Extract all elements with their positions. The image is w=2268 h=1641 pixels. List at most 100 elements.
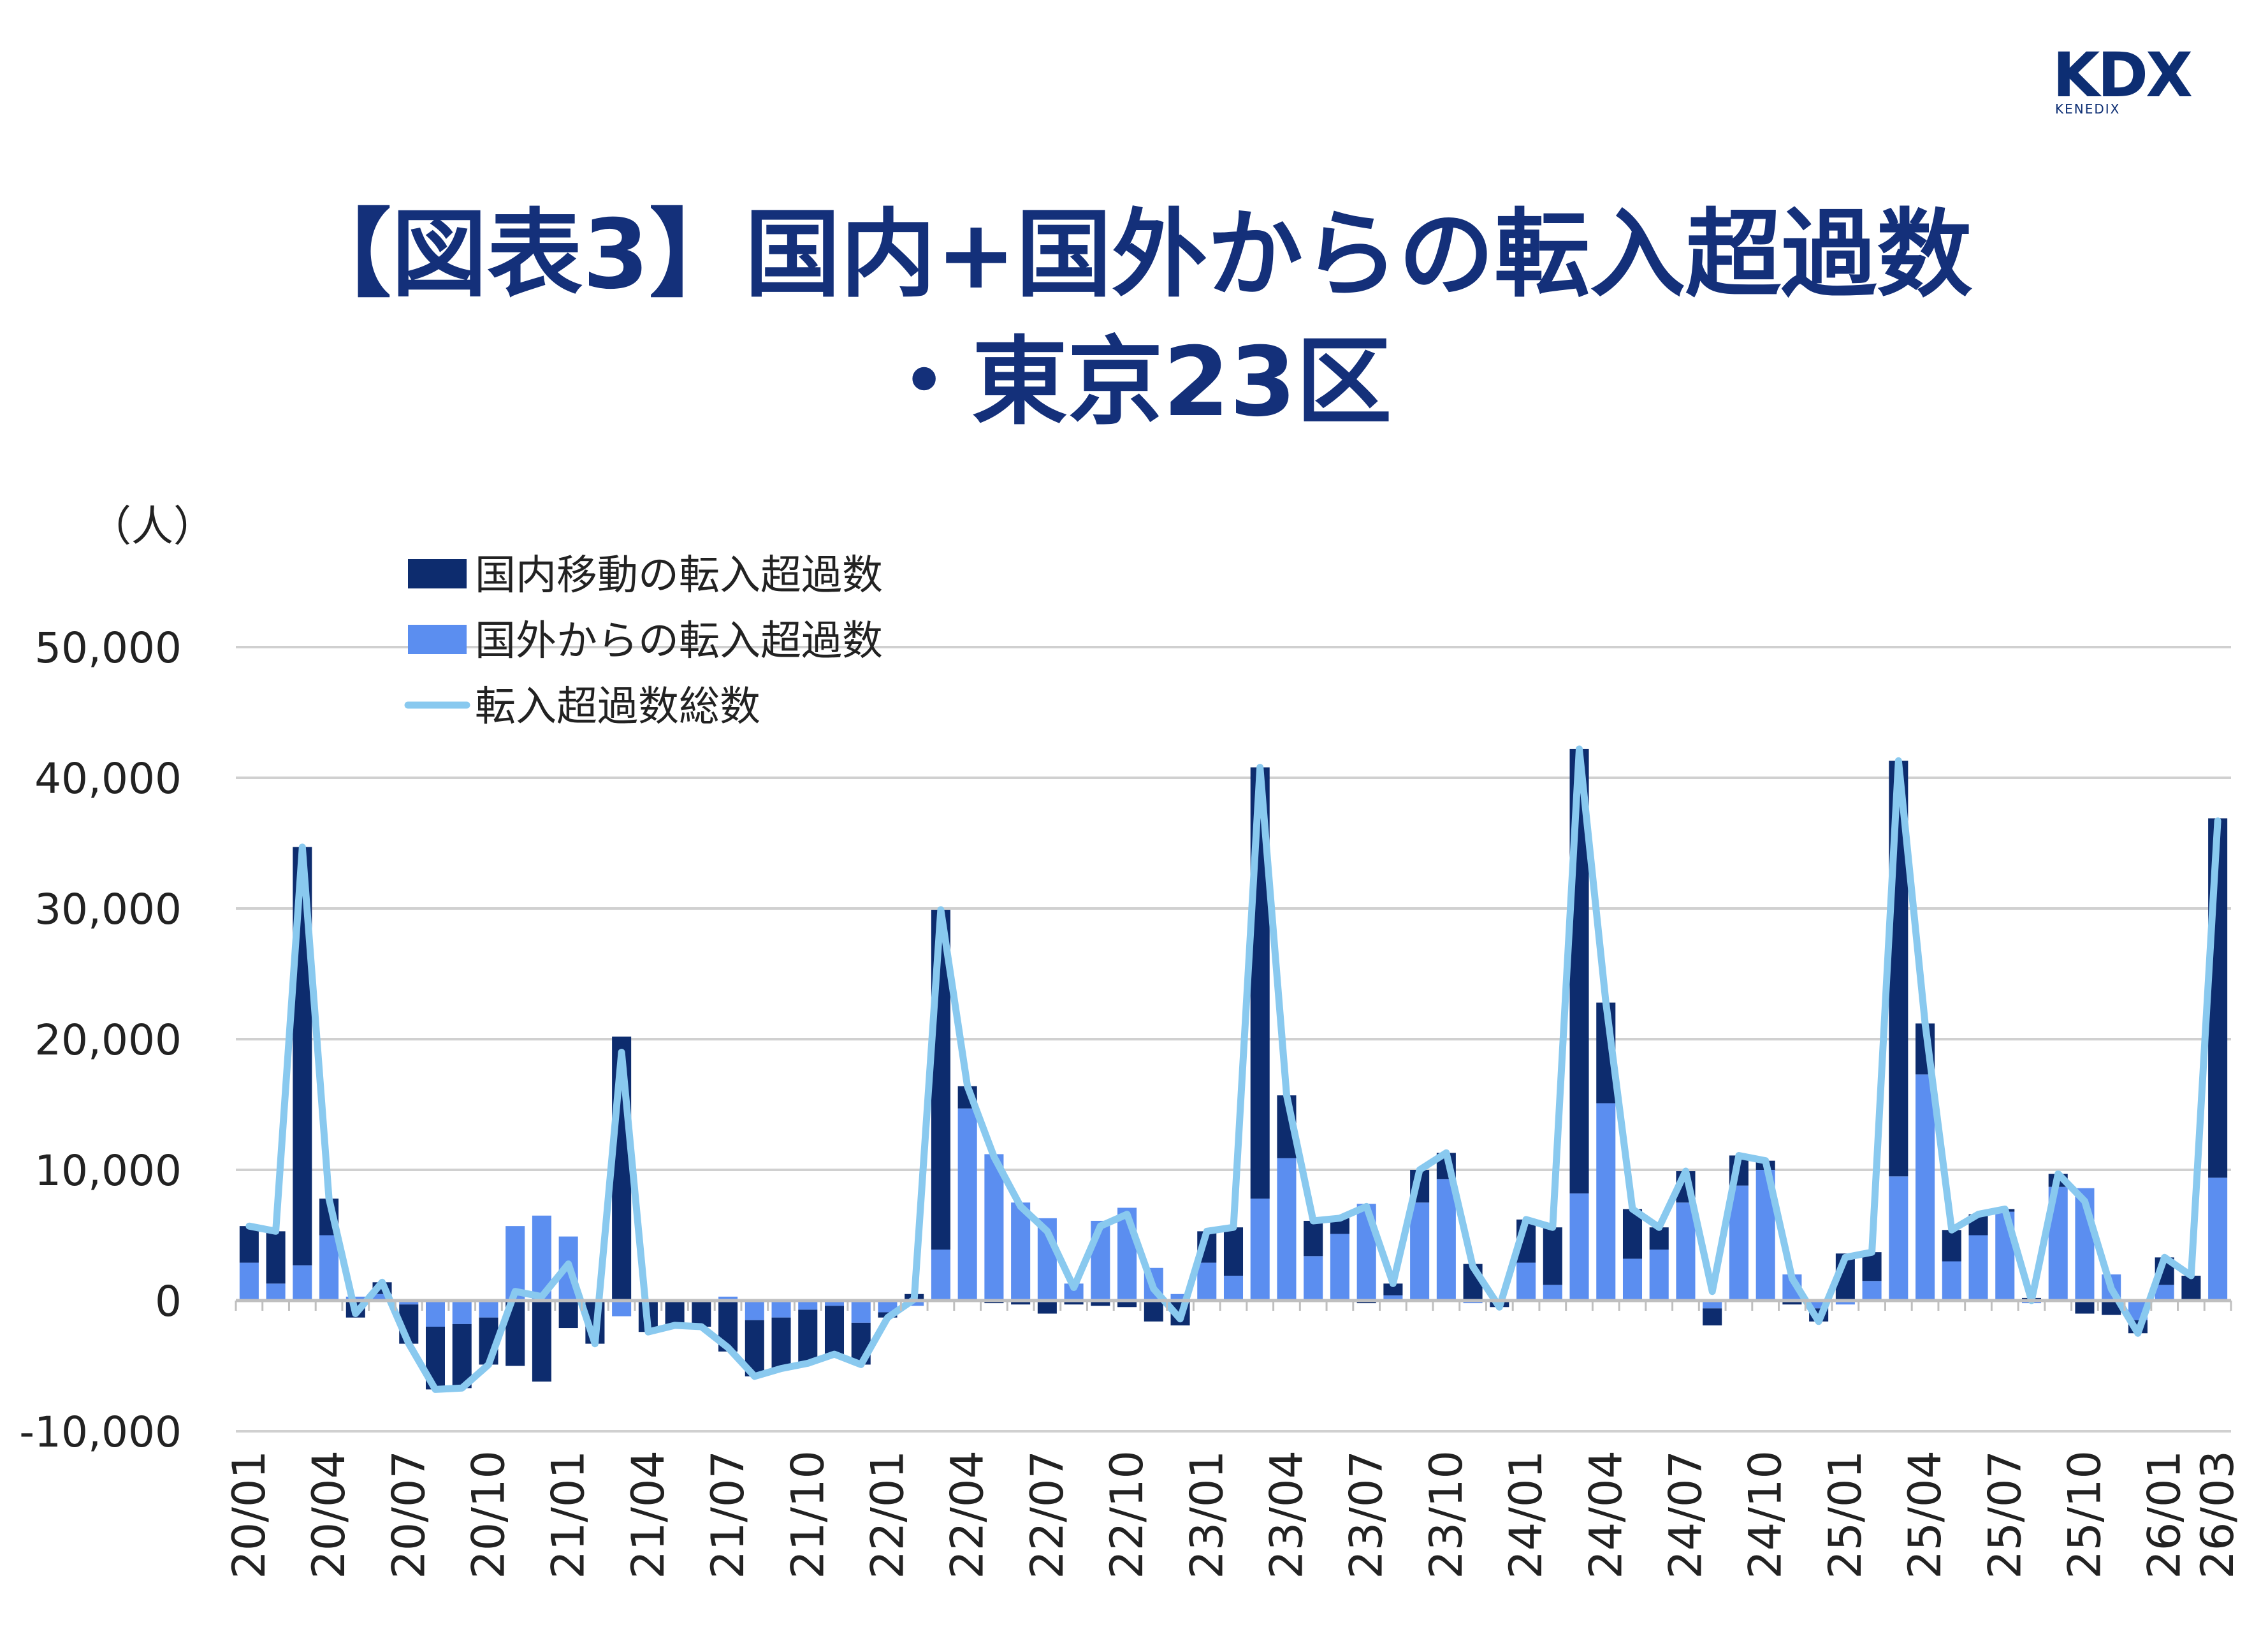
y-tick-label: 50,000 [34,624,182,673]
bar-domestic [798,1309,818,1364]
page-title: 【図表3】国内+国外からの転入超過数 ・東京23区 [0,191,2268,446]
bar-domestic [1649,1227,1669,1250]
x-tick-label: 25/01 [1819,1450,1872,1579]
bar-domestic [239,1226,259,1263]
bar-domestic [1703,1308,1722,1325]
bar-foreign [479,1301,498,1318]
x-tick-label: 20/10 [462,1450,514,1579]
bar-foreign [1596,1103,1616,1301]
bar-foreign [1330,1234,1349,1301]
bar-foreign [239,1262,259,1301]
bar-foreign [1304,1256,1323,1301]
x-tick-label: 24/01 [1500,1450,1552,1579]
bar-foreign [1649,1250,1669,1301]
x-tick-label: 26/03 [2192,1450,2244,1579]
y-axis-label: （人） [89,502,215,551]
x-tick-label: 25/10 [2058,1450,2111,1579]
legend-swatch-foreign [408,625,467,654]
x-tick-label: 24/04 [1580,1450,1632,1579]
bar-foreign [266,1283,286,1301]
bar-foreign [1569,1193,1589,1301]
bar-foreign [798,1301,818,1310]
bar-foreign [745,1301,764,1320]
bar-foreign [1197,1262,1217,1301]
bar-foreign [1862,1281,1882,1301]
bar-domestic [665,1302,685,1325]
bar-foreign [1703,1301,1722,1309]
axes: -10,000 0 10,000 20,000 30,000 40,000 50,000 （人… [19,502,2244,1579]
x-tick-label: 20/04 [303,1450,355,1579]
kdx-logo: KDX KENEDIX [2053,40,2218,117]
bar-domestic [1782,1301,1802,1305]
bar-foreign [399,1301,419,1305]
bar-domestic [558,1301,578,1329]
bar-domestic [1091,1301,1110,1306]
title-line-2: ・東京23区 [876,327,1392,438]
bar-domestic [824,1306,845,1355]
x-tick-label: 21/04 [622,1450,674,1579]
legend-label: 転入超過数総数 [475,683,760,731]
bar-foreign [824,1301,845,1306]
bar-foreign [1622,1258,1643,1301]
legend-label: 国外からの転入超過数 [475,618,883,665]
bar-domestic [1064,1301,1084,1305]
bar-domestic [1942,1230,1961,1262]
bar-foreign [1170,1294,1190,1301]
bar-domestic [1304,1220,1323,1257]
bar-foreign [372,1294,392,1301]
bar-domestic [1543,1227,1562,1285]
legend-label: 国内移動の転入超過数 [475,552,883,599]
logo-wordmark: KDX [2053,40,2193,111]
bar-foreign [957,1108,977,1301]
bar-domestic [2102,1301,2121,1315]
bar-domestic [1011,1301,1031,1305]
x-tick-label: 22/10 [1101,1450,1153,1579]
legend-swatch-domestic [408,559,467,588]
bar-foreign [771,1301,791,1318]
bar-foreign [718,1296,738,1301]
bar-foreign [1223,1276,1244,1301]
bar-foreign [931,1250,950,1301]
bar-foreign [1543,1285,1562,1301]
y-tick-label: 20,000 [34,1016,182,1065]
x-tick-label: 24/07 [1659,1450,1712,1579]
bar-foreign [452,1301,472,1324]
x-tick-label: 24/10 [1740,1450,1792,1579]
bar-foreign [1889,1176,1908,1301]
bar-domestic [1117,1301,1137,1308]
bar-foreign [319,1235,339,1301]
bar-domestic [2181,1276,2201,1299]
bar-domestic [771,1317,791,1369]
bar-domestic [1037,1301,1057,1314]
x-tick-label: 21/10 [781,1450,834,1579]
x-tick-label: 21/01 [542,1450,595,1579]
bar-domestic [2075,1301,2095,1314]
title-line-1: 【図表3】国内+国外からの転入超過数 [295,200,1973,310]
x-tick-label: 22/01 [861,1450,913,1579]
x-tick-label: 26/01 [2139,1450,2191,1579]
bar-foreign [2208,1178,2228,1301]
bar-domestic [1144,1301,1163,1322]
logo-subtext: KENEDIX [2055,101,2121,117]
bar-foreign [1436,1179,1456,1301]
x-tick-label: 23/10 [1420,1450,1472,1579]
x-tick-label: 23/01 [1181,1450,1233,1579]
bar-foreign [1915,1074,1935,1301]
bar-domestic [532,1301,551,1382]
y-tick-label: 0 [155,1277,182,1326]
bar-foreign [878,1301,898,1313]
x-tick-label: 23/04 [1260,1450,1312,1579]
bar-foreign [293,1265,312,1301]
bar-domestic [452,1324,472,1389]
x-tick-label: 21/07 [702,1450,754,1579]
total-line-layer [245,745,2221,1393]
total-line [245,745,2221,1393]
y-tick-label: 40,000 [34,754,182,803]
bar-foreign [1516,1262,1536,1301]
x-tick-label: 20/01 [223,1450,275,1579]
x-tick-label: 22/04 [941,1450,994,1579]
bar-foreign [1277,1158,1297,1301]
x-tick-label: 25/07 [1979,1450,2031,1579]
